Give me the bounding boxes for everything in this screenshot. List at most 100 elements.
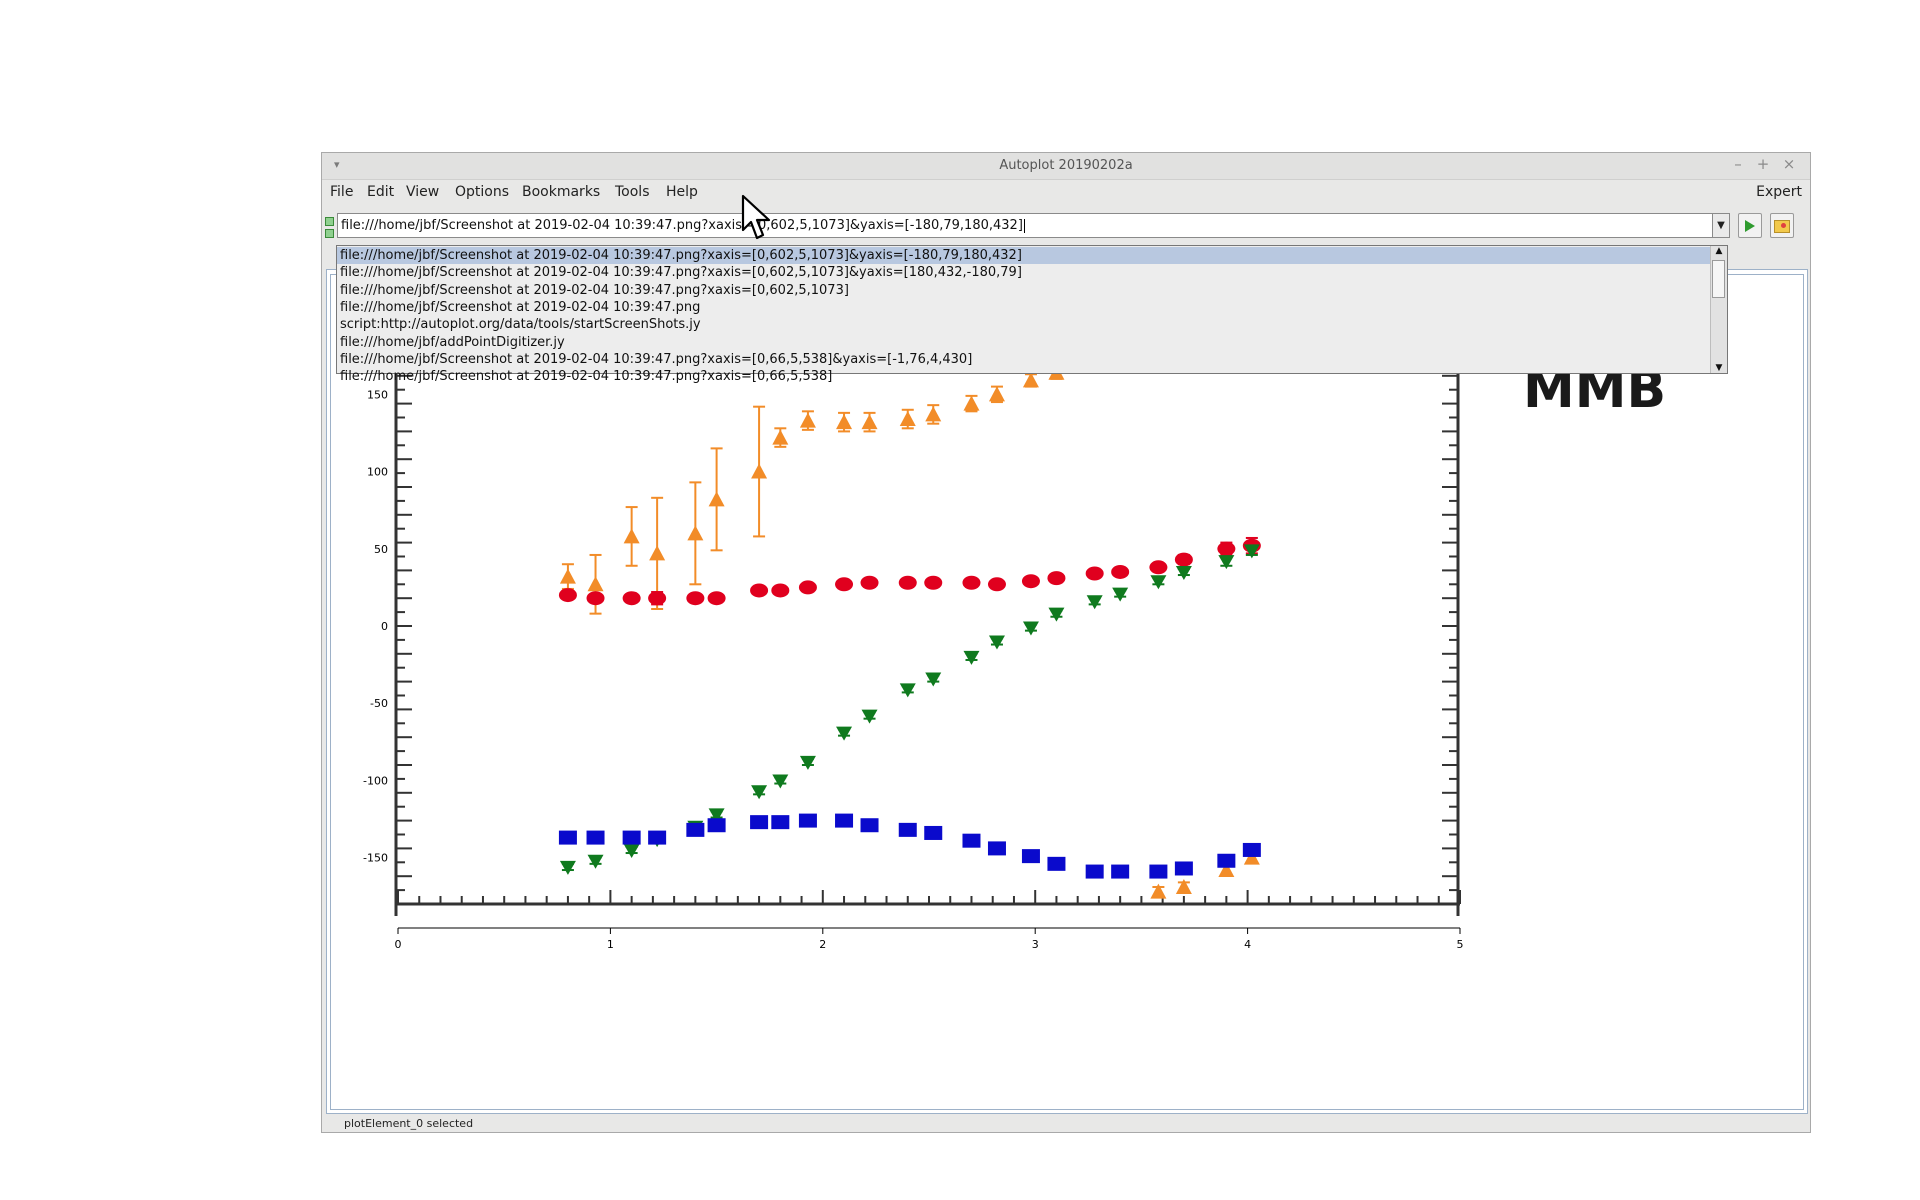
x-tick-label: 2 [819, 938, 826, 951]
plot-canvas[interactable]: MMB 0 1 2 3 4 5 -150 -100 -50 0 50 100 150 [326, 269, 1808, 1114]
plot-go-button[interactable] [1738, 213, 1762, 238]
y-tick-label: -100 [363, 774, 388, 787]
data-point-triangle-down [1243, 544, 1260, 559]
data-point-triangle-up [1150, 883, 1167, 899]
data-point-circle [1047, 571, 1066, 586]
scroll-up-icon[interactable]: ▲ [1715, 246, 1723, 256]
data-point-triangle-up [899, 411, 916, 427]
menu-options[interactable]: Options [455, 184, 510, 200]
menu-bookmarks[interactable]: Bookmarks [522, 184, 601, 200]
status-bar: plotElement_0 selected [322, 1113, 1810, 1133]
data-point-square [648, 830, 667, 845]
menu-tools[interactable]: Tools [615, 184, 650, 200]
data-point-triangle-down [1022, 621, 1039, 636]
data-point-triangle-down [708, 808, 725, 823]
data-point-triangle-up [861, 414, 878, 430]
history-scrollbar[interactable]: ▲ ▼ [1710, 246, 1727, 373]
window-title: Autoplot 20190202a [999, 158, 1133, 173]
y-tick-label: -150 [363, 852, 388, 865]
data-point-square [1242, 842, 1261, 857]
text-caret [1023, 218, 1025, 233]
history-item-3[interactable]: file:///home/jbf/Screenshot at 2019-02-0… [340, 299, 701, 315]
data-point-triangle-down [1086, 595, 1103, 610]
scroll-down-icon[interactable]: ▼ [1715, 363, 1723, 373]
y-tick-label: 50 [374, 543, 388, 556]
data-point-circle [586, 591, 605, 606]
data-point-circle [707, 591, 726, 606]
data-point-triangle-down [799, 755, 816, 770]
chevron-down-icon: ▼ [1717, 220, 1725, 231]
data-point-triangle-up [649, 545, 666, 561]
history-item-2[interactable]: file:///home/jbf/Screenshot at 2019-02-0… [340, 282, 849, 298]
data-point-triangle-up [708, 491, 725, 507]
history-item-7[interactable]: file:///home/jbf/Screenshot at 2019-02-0… [340, 369, 833, 385]
open-folder-icon [1774, 220, 1790, 233]
data-point-triangle-down [861, 709, 878, 724]
x-tick-label: 0 [395, 938, 402, 951]
data-point-triangle-up [836, 414, 853, 430]
data-point-circle [648, 591, 667, 606]
data-point-circle [835, 577, 854, 592]
history-item-0[interactable]: file:///home/jbf/Screenshot at 2019-02-0… [337, 247, 1710, 264]
address-dropdown-button[interactable]: ▼ [1712, 213, 1730, 238]
menu-view[interactable]: View [406, 184, 440, 200]
menu-bar: File Edit View Options Bookmarks Tools H… [322, 179, 1810, 203]
x-tick-label: 3 [1032, 938, 1039, 951]
data-point-triangle-up [1022, 372, 1039, 388]
address-input[interactable]: file:///home/jbf/Screenshot at 2019-02-0… [337, 213, 1728, 238]
y-tick-label: 100 [367, 466, 388, 479]
data-point-square [1085, 864, 1104, 879]
data-point-square [1174, 861, 1193, 876]
plot-panel: MMB 0 1 2 3 4 5 -150 -100 -50 0 50 100 150 [330, 274, 1804, 1110]
data-point-square [987, 841, 1006, 856]
history-item-6[interactable]: file:///home/jbf/Screenshot at 2019-02-0… [340, 351, 973, 367]
data-point-circle [1217, 541, 1236, 556]
title-bar[interactable]: ▾ Autoplot 20190202a – + × [322, 153, 1810, 180]
data-point-circle [924, 575, 943, 590]
data-point-square [686, 822, 705, 837]
data-point-circle [558, 588, 577, 603]
data-point-square [898, 822, 917, 837]
data-point-square [798, 813, 817, 828]
menu-file[interactable]: File [330, 184, 354, 200]
data-point-square [835, 813, 854, 828]
data-point-circle [798, 580, 817, 595]
maximize-icon[interactable]: + [1756, 155, 1770, 173]
data-point-circle [1111, 564, 1130, 579]
history-item-5[interactable]: file:///home/jbf/addPointDigitizer.jy [340, 334, 565, 350]
data-point-circle [622, 591, 641, 606]
history-dropdown[interactable]: file:///home/jbf/Screenshot at 2019-02-0… [336, 245, 1728, 384]
data-point-triangle-up [587, 576, 604, 592]
close-icon[interactable]: × [1782, 155, 1796, 173]
browse-button[interactable] [1770, 213, 1794, 238]
scroll-thumb[interactable] [1712, 260, 1725, 298]
data-point-circle [1021, 574, 1040, 589]
data-point-square [707, 818, 726, 833]
data-point-circle [771, 583, 790, 598]
y-tick-label: 150 [367, 388, 388, 401]
data-point-triangle-down [899, 683, 916, 698]
x-tick-label: 1 [607, 938, 614, 951]
window-menu-icon[interactable]: ▾ [334, 158, 340, 171]
history-item-4[interactable]: script:http://autoplot.org/data/tools/st… [340, 317, 701, 333]
address-value: file:///home/jbf/Screenshot at 2019-02-0… [341, 218, 1023, 233]
data-point-triangle-up [1243, 849, 1260, 865]
history-item-1[interactable]: file:///home/jbf/Screenshot at 2019-02-0… [340, 265, 1022, 281]
data-point-triangle-down [1048, 607, 1065, 622]
data-point-square [1021, 849, 1040, 864]
minimize-icon[interactable]: – [1734, 155, 1742, 173]
data-point-square [586, 830, 605, 845]
x-tick-label: 4 [1244, 938, 1251, 951]
data-point-square [750, 815, 769, 830]
data-point-triangle-down [1150, 575, 1167, 590]
menu-help[interactable]: Help [666, 184, 698, 200]
data-point-triangle-up [751, 463, 768, 479]
data-point-triangle-up [799, 412, 816, 428]
expert-toggle[interactable]: Expert [1756, 184, 1802, 200]
data-point-triangle-up [623, 528, 640, 544]
play-icon [1745, 220, 1755, 232]
menu-edit[interactable]: Edit [367, 184, 395, 200]
data-point-triangle-up [1218, 862, 1235, 878]
data-point-circle [1149, 560, 1168, 575]
